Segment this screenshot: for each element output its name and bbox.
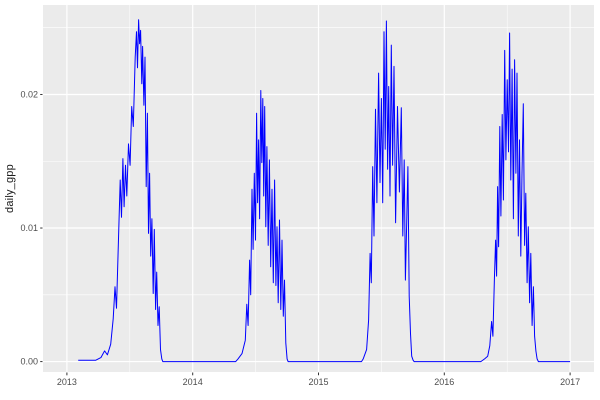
x-tick-label-2017: 2017	[560, 377, 580, 387]
x-tick-label-2016: 2016	[434, 377, 454, 387]
grid-major-lines	[43, 5, 594, 372]
axis-tick-labels: 2013 2014 2015 2016 2017 0.00 0.01 0.02	[20, 89, 580, 387]
gpp-line-series	[78, 19, 571, 363]
y-axis-title: daily_gpp	[4, 164, 16, 213]
y-tick-label-0.00: 0.00	[20, 357, 38, 367]
x-tick-label-2014: 2014	[183, 377, 203, 387]
axis-tick-marks	[40, 93, 571, 376]
y-tick-label-0.01: 0.01	[20, 223, 38, 233]
x-tick-label-2013: 2013	[57, 377, 77, 387]
y-tick-label-0.02: 0.02	[20, 89, 38, 99]
x-tick-label-2015: 2015	[308, 377, 328, 387]
gpp-line	[78, 19, 571, 363]
